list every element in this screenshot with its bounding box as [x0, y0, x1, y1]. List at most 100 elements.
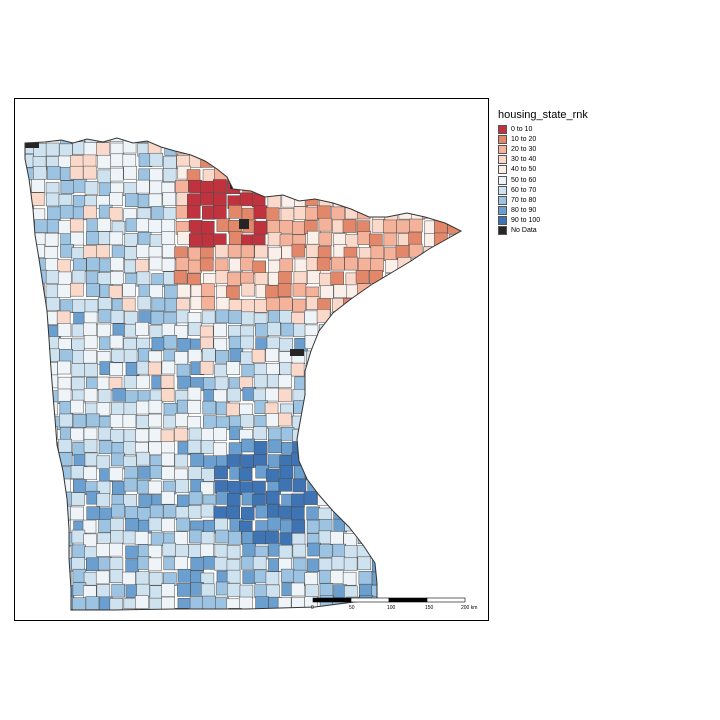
map-region	[239, 596, 253, 610]
map-region	[44, 441, 58, 456]
map-region	[148, 193, 163, 208]
map-region	[57, 505, 72, 520]
map-region	[372, 532, 386, 546]
map-region	[108, 285, 123, 299]
map-region	[214, 258, 229, 273]
map-region	[162, 168, 177, 182]
map-region	[25, 258, 34, 272]
map-region	[408, 351, 422, 366]
map-region	[381, 544, 396, 558]
map-region	[343, 138, 357, 141]
map-region	[135, 258, 149, 273]
map-region	[188, 505, 202, 519]
map-region-no-data	[290, 349, 304, 356]
map-region	[447, 244, 461, 259]
map-region	[57, 323, 72, 337]
map-region	[238, 467, 253, 482]
map-region	[252, 530, 267, 545]
map-region	[333, 387, 347, 402]
map-region	[332, 426, 347, 441]
map-region	[332, 455, 346, 469]
map-region	[25, 585, 34, 599]
map-region	[306, 296, 320, 311]
map-region	[308, 611, 321, 622]
map-region	[60, 180, 75, 194]
map-region	[464, 246, 477, 259]
map-region	[384, 142, 398, 157]
map-region	[137, 138, 152, 143]
map-region	[358, 571, 373, 585]
map-region	[70, 427, 84, 442]
map-region	[407, 530, 422, 544]
map-region	[174, 325, 188, 339]
map-region	[436, 260, 450, 274]
legend-label: 70 to 80	[511, 196, 537, 204]
map-region	[60, 138, 74, 145]
map-region	[30, 362, 45, 377]
map-region	[83, 142, 98, 156]
map-region	[357, 231, 372, 245]
legend-swatch	[498, 134, 507, 144]
map-region	[86, 283, 100, 297]
map-region	[110, 257, 124, 271]
map-region	[398, 544, 412, 559]
map-region	[435, 336, 450, 351]
map-region	[150, 311, 165, 325]
map-region	[111, 503, 125, 518]
map-region	[395, 608, 410, 610]
map-region	[447, 426, 461, 441]
map-region	[161, 490, 175, 505]
map-region	[163, 414, 177, 429]
map-region	[33, 594, 47, 609]
map-region	[437, 245, 452, 259]
map-region	[30, 572, 45, 587]
map-region	[45, 505, 60, 519]
map-region	[410, 363, 425, 377]
map-region	[396, 428, 410, 443]
map-region	[449, 477, 461, 492]
map-region	[462, 377, 475, 390]
map-region	[151, 337, 166, 351]
map-region	[255, 608, 269, 610]
map-region	[45, 270, 60, 284]
map-region	[320, 347, 335, 362]
map-region	[96, 142, 110, 156]
map-region	[86, 271, 100, 286]
map-region	[384, 207, 398, 221]
map-region	[266, 138, 280, 144]
map-region	[252, 556, 267, 570]
map-region	[33, 403, 48, 417]
scale-bar-segment	[312, 597, 352, 603]
map-region	[345, 180, 359, 195]
map-region	[226, 598, 240, 610]
map-region	[410, 582, 424, 597]
map-region	[343, 478, 358, 493]
map-region	[384, 533, 398, 547]
map-region	[58, 491, 73, 506]
map-region	[318, 416, 332, 431]
map-region	[345, 194, 359, 208]
map-region	[135, 571, 150, 585]
map-region	[450, 506, 461, 521]
legend-swatch	[498, 155, 507, 165]
map-region	[122, 414, 137, 428]
map-region	[33, 428, 47, 443]
map-region	[123, 493, 137, 508]
map-region	[188, 259, 202, 274]
map-region	[370, 138, 384, 143]
map-region	[186, 139, 201, 154]
map-region	[177, 568, 192, 583]
map-region	[304, 452, 319, 467]
map-region	[109, 557, 124, 571]
map-region	[124, 193, 139, 207]
map-region	[32, 296, 46, 311]
map-region	[161, 452, 175, 467]
map-region	[216, 611, 229, 622]
map-region	[255, 596, 269, 610]
map-region	[86, 609, 100, 610]
map-region	[304, 310, 318, 325]
map-region	[395, 532, 410, 547]
map-region	[228, 335, 243, 350]
map-region	[46, 348, 60, 363]
map-region	[241, 363, 256, 378]
